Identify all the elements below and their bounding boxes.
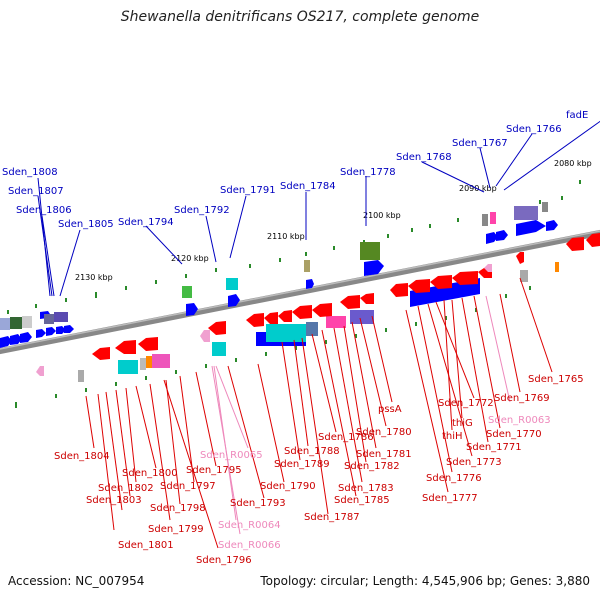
gene-label-reverse: Sden_1800: [122, 468, 178, 479]
gene-label-reverse: Sden_1787: [304, 512, 360, 523]
genome-summary-text: Topology: circular; Length: 4,545,906 bp…: [260, 574, 590, 588]
gene-label-forward: Sden_1791: [220, 185, 276, 196]
gene-label-reverse: Sden_1799: [148, 524, 204, 535]
gene-label-reverse: Sden_1781: [356, 449, 412, 460]
tick-track-inner: [15, 286, 531, 408]
gene-label-reverse: Sden_1790: [260, 481, 316, 492]
gene-label-reverse: Sden_R0066: [218, 540, 281, 551]
gene-label-reverse: Sden_1782: [344, 461, 400, 472]
gene-label-reverse: Sden_1796: [196, 555, 252, 566]
gene-label-reverse: Sden_1773: [446, 457, 502, 468]
genome-backbone: [0, 229, 600, 355]
gene-label-reverse: Sden_1765: [528, 374, 584, 385]
gene-label-forward: Sden_1792: [174, 205, 230, 216]
gene-label-reverse: pssA: [378, 404, 402, 415]
gene-label-reverse: Sden_1788: [284, 446, 340, 457]
gene-label-reverse: Sden_1786: [318, 432, 374, 443]
gene-label-reverse: Sden_1802: [98, 483, 154, 494]
gene-label-reverse: Sden_1785: [334, 495, 390, 506]
gene-label-forward: Sden_1806: [16, 205, 72, 216]
gene-label-reverse: Sden_1777: [422, 493, 478, 504]
forward-leaders: [37, 120, 600, 297]
accession-text: Accession: NC_007954: [8, 574, 145, 588]
gene-label-forward: Sden_1807: [8, 186, 64, 197]
cog-boxes: [0, 202, 559, 382]
gene-label-reverse: Sden_1769: [494, 393, 550, 404]
reverse-leaders: [85, 277, 553, 549]
tick-label: 2100 kbp: [363, 211, 401, 220]
gene-label-reverse: Sden_R0065: [200, 450, 263, 461]
tick-label: 2080 kbp: [554, 159, 592, 168]
gene-label-forward: Sden_1766: [506, 124, 562, 135]
gene-label-reverse: Sden_1772: [438, 398, 494, 409]
tick-label: 2120 kbp: [171, 254, 209, 263]
gene-label-forward: Sden_1784: [280, 181, 336, 192]
gene-label-forward: fadE: [566, 110, 588, 121]
gene-label-forward: Sden_1767: [452, 138, 508, 149]
gene-label-reverse: Sden_1789: [274, 459, 330, 470]
gene-label-reverse: Sden_1797: [160, 481, 216, 492]
gene-label-reverse: Sden_1798: [150, 503, 206, 514]
tick-label: 2130 kbp: [75, 273, 113, 282]
gene-label-reverse: Sden_1803: [86, 495, 142, 506]
reverse-genes: [36, 233, 600, 376]
gene-label-forward: Sden_1805: [58, 219, 114, 230]
gene-label-reverse: Sden_1780: [356, 427, 412, 438]
gene-label-reverse: Sden_1771: [466, 442, 522, 453]
gene-label-forward: Sden_1794: [118, 217, 174, 228]
gene-label-forward: Sden_1808: [2, 167, 58, 178]
gene-label-reverse: Sden_1776: [426, 473, 482, 484]
gene-label-reverse: Sden_1770: [486, 429, 542, 440]
gene-label-forward: Sden_1768: [396, 152, 452, 163]
tick-track-outer: [7, 180, 581, 314]
gene-label-forward: Sden_1778: [340, 167, 396, 178]
gene-label-reverse: Sden_1783: [338, 483, 394, 494]
gene-label-reverse: thiG: [452, 418, 473, 429]
gene-label-reverse: Sden_1795: [186, 465, 242, 476]
gene-label-reverse: Sden_1804: [54, 451, 110, 462]
map-title: Shewanella denitrificans OS217, complete…: [120, 9, 480, 25]
forward-genes: [0, 220, 558, 348]
gene-label-reverse: thiH: [442, 431, 463, 442]
gene-label-reverse: Sden_R0063: [488, 415, 551, 426]
gene-label-reverse: Sden_1801: [118, 540, 174, 551]
gene-label-reverse: Sden_R0064: [218, 520, 281, 531]
tick-label: 2110 kbp: [267, 232, 305, 241]
gene-label-reverse: Sden_1793: [230, 498, 286, 509]
